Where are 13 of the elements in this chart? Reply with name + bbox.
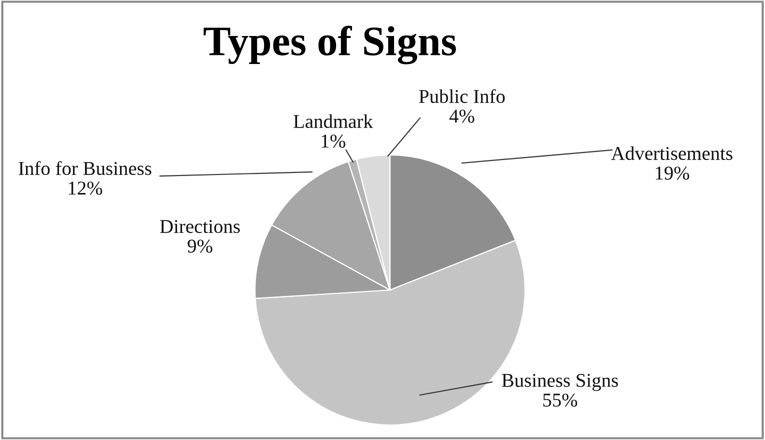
slice-label: Info for Business xyxy=(18,161,152,176)
data-label: 9% xyxy=(188,240,212,253)
data-label: 12% xyxy=(68,182,102,195)
data-label: 4% xyxy=(449,110,474,123)
chart-title: Types of Signs xyxy=(204,26,456,64)
slice-label: Advertisements xyxy=(611,146,732,160)
slice-label: Directions xyxy=(160,220,240,234)
slice-label: Business Signs xyxy=(502,374,618,391)
slice-label: Public Info xyxy=(419,89,505,104)
data-label: 19% xyxy=(656,166,690,180)
data-label: 55% xyxy=(543,394,578,407)
data-label: 1% xyxy=(322,134,346,148)
slice-label: Landmark xyxy=(294,114,373,128)
